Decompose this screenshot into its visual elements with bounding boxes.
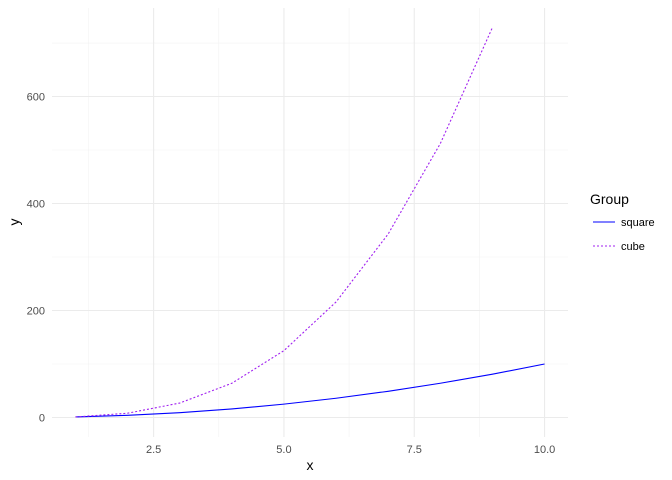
y-tick-label: 200 bbox=[27, 306, 45, 318]
legend-label-square: square bbox=[621, 217, 655, 229]
y-tick-label: 0 bbox=[39, 413, 45, 425]
y-axis-label: y bbox=[6, 219, 22, 226]
series-line-cube bbox=[75, 27, 493, 418]
legend: Group square cube bbox=[590, 191, 655, 253]
x-tick-label: 2.5 bbox=[146, 444, 161, 456]
x-tick-label: 7.5 bbox=[407, 444, 422, 456]
legend-label-cube: cube bbox=[621, 241, 645, 253]
series-lines bbox=[75, 27, 545, 418]
x-tick-label: 5.0 bbox=[276, 444, 291, 456]
x-axis-label: x bbox=[307, 457, 314, 473]
series-line-square bbox=[75, 363, 545, 418]
tick-labels: 2.5 5.0 7.5 10.0 0 200 400 600 bbox=[27, 92, 556, 456]
x-tick-label: 10.0 bbox=[534, 444, 555, 456]
grid bbox=[52, 8, 568, 437]
y-tick-label: 400 bbox=[27, 199, 45, 211]
y-tick-label: 600 bbox=[27, 92, 45, 104]
legend-title: Group bbox=[590, 191, 629, 207]
